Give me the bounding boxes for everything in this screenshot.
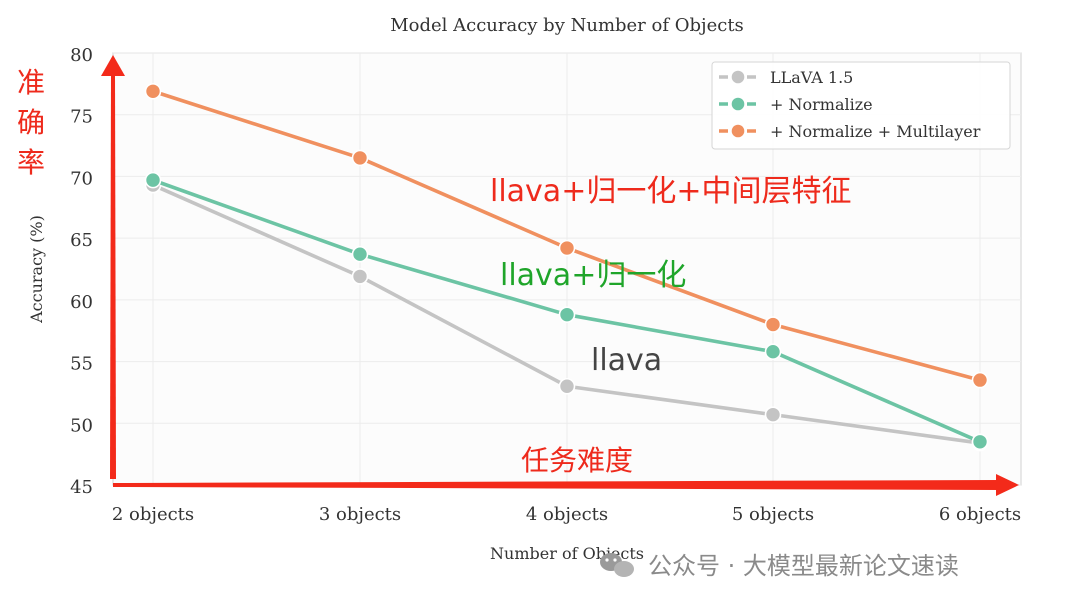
data-point (351, 268, 369, 285)
data-point (144, 82, 162, 100)
y-arrow-head (101, 55, 125, 76)
wechat-icon (600, 553, 634, 577)
watermark: 公众号 · 大模型最新论文速读 (600, 552, 959, 580)
y-arrow-label: 准 确 率 (17, 66, 45, 179)
series-layer (144, 82, 989, 452)
y-tick-labels: 45 50 55 60 65 70 75 80 (70, 45, 93, 498)
x-tick-label: 6 objects (939, 504, 1021, 525)
data-point (764, 316, 782, 333)
x-tick-label: 4 objects (526, 504, 608, 525)
data-point (144, 171, 162, 189)
y-tick-label: 80 (70, 45, 93, 66)
y-arrow-label-char: 率 (17, 146, 45, 179)
x-arrow-shaft (113, 480, 1000, 490)
x-tick-labels: 2 objects 3 objects 4 objects 5 objects 6 ob… (112, 504, 1021, 525)
watermark-text: 公众号 · 大模型最新论文速读 (648, 552, 959, 580)
x-tick-label: 2 objects (112, 504, 194, 525)
y-tick-label: 75 (70, 107, 93, 128)
data-point (351, 245, 369, 263)
y-tick-label: 65 (70, 230, 93, 251)
y-tick-label: 70 (70, 168, 93, 189)
legend-swatch-marker (730, 69, 746, 85)
annotation-multilayer: llava+归一化+中间层特征 (490, 174, 851, 209)
data-point (764, 406, 782, 423)
x-arrow-head (996, 474, 1019, 496)
y-tick-label: 45 (70, 477, 93, 498)
y-tick-label: 55 (70, 354, 93, 375)
x-difficulty-arrow (113, 474, 1019, 496)
x-arrow-label: 任务难度 (521, 444, 633, 477)
legend-label: + Normalize (770, 95, 873, 114)
y-arrow-label-char: 准 (17, 66, 45, 99)
legend-box (711, 61, 1011, 150)
y-difficulty-arrow (101, 55, 125, 479)
annotation-normalize: llava+归一化 (500, 258, 686, 293)
legend: LLaVA 1.5 + Normalize + Normalize + Multil… (711, 61, 1011, 150)
data-point (558, 377, 576, 395)
legend-swatch-marker (730, 96, 746, 112)
y-arrow-label-char: 确 (17, 106, 45, 139)
data-point (971, 433, 989, 451)
data-point (764, 343, 782, 360)
y-axis-label: Accuracy (%) (27, 215, 46, 324)
series-3 (144, 82, 989, 389)
annotation-llava: llava (591, 343, 662, 378)
y-tick-label: 50 (70, 415, 93, 436)
data-point (558, 306, 576, 323)
legend-label: LLaVA 1.5 (770, 68, 853, 87)
x-tick-label: 5 objects (732, 504, 814, 525)
data-point (351, 149, 369, 167)
series-2 (144, 171, 989, 451)
y-tick-label: 60 (70, 292, 93, 313)
legend-entry: + Normalize + Multilayer (719, 122, 981, 141)
data-point (558, 239, 576, 257)
legend-label: + Normalize + Multilayer (770, 122, 981, 141)
legend-swatch-marker (730, 123, 746, 139)
x-tick-label: 3 objects (319, 504, 401, 525)
y-arrow-shaft (110, 74, 116, 479)
chart-title: Model Accuracy by Number of Objects (390, 15, 744, 36)
legend-entry: LLaVA 1.5 (719, 68, 853, 87)
data-point (971, 371, 989, 389)
legend-items: LLaVA 1.5 + Normalize + Normalize + Multil… (719, 68, 981, 141)
legend-entry: + Normalize (719, 95, 873, 114)
